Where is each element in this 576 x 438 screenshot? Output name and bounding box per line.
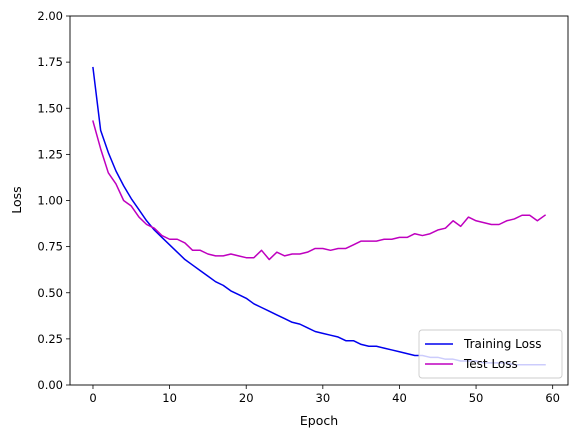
legend: Training Loss Test Loss: [418, 329, 563, 379]
x-tick-label: 20: [239, 391, 254, 405]
series-line-test-loss: [92, 120, 547, 261]
y-tick-label: 1.25: [37, 147, 63, 161]
y-tick-label: 0.00: [37, 378, 63, 392]
y-tick-label: 0.75: [37, 240, 63, 254]
y-tick-label: 0.25: [37, 332, 63, 346]
x-tick-label: 10: [162, 391, 177, 405]
legend-box: [418, 329, 563, 379]
x-tick-label: 0: [89, 391, 96, 405]
y-tick-label: 1.00: [37, 194, 63, 208]
x-axis: 0 10 20 30 40 50 60: [89, 385, 560, 405]
y-tick-label: 1.75: [37, 55, 63, 69]
y-axis-label: Loss: [9, 186, 24, 213]
x-tick-label: 30: [316, 391, 331, 405]
x-axis-label: Epoch: [300, 413, 338, 428]
y-axis: 0.00 0.25 0.50 0.75 1.00 1.25 1.50 1.75 2.00: [37, 9, 70, 392]
x-tick-label: 50: [469, 391, 484, 405]
legend-label-training-loss: Training Loss: [463, 337, 541, 351]
x-tick-label: 40: [392, 391, 407, 405]
x-tick-label: 60: [545, 391, 560, 405]
legend-label-test-loss: Test Loss: [463, 357, 518, 371]
y-tick-label: 1.50: [37, 101, 63, 115]
y-tick-label: 0.50: [37, 286, 63, 300]
y-tick-label: 2.00: [37, 9, 63, 23]
plot-area: [70, 16, 568, 385]
